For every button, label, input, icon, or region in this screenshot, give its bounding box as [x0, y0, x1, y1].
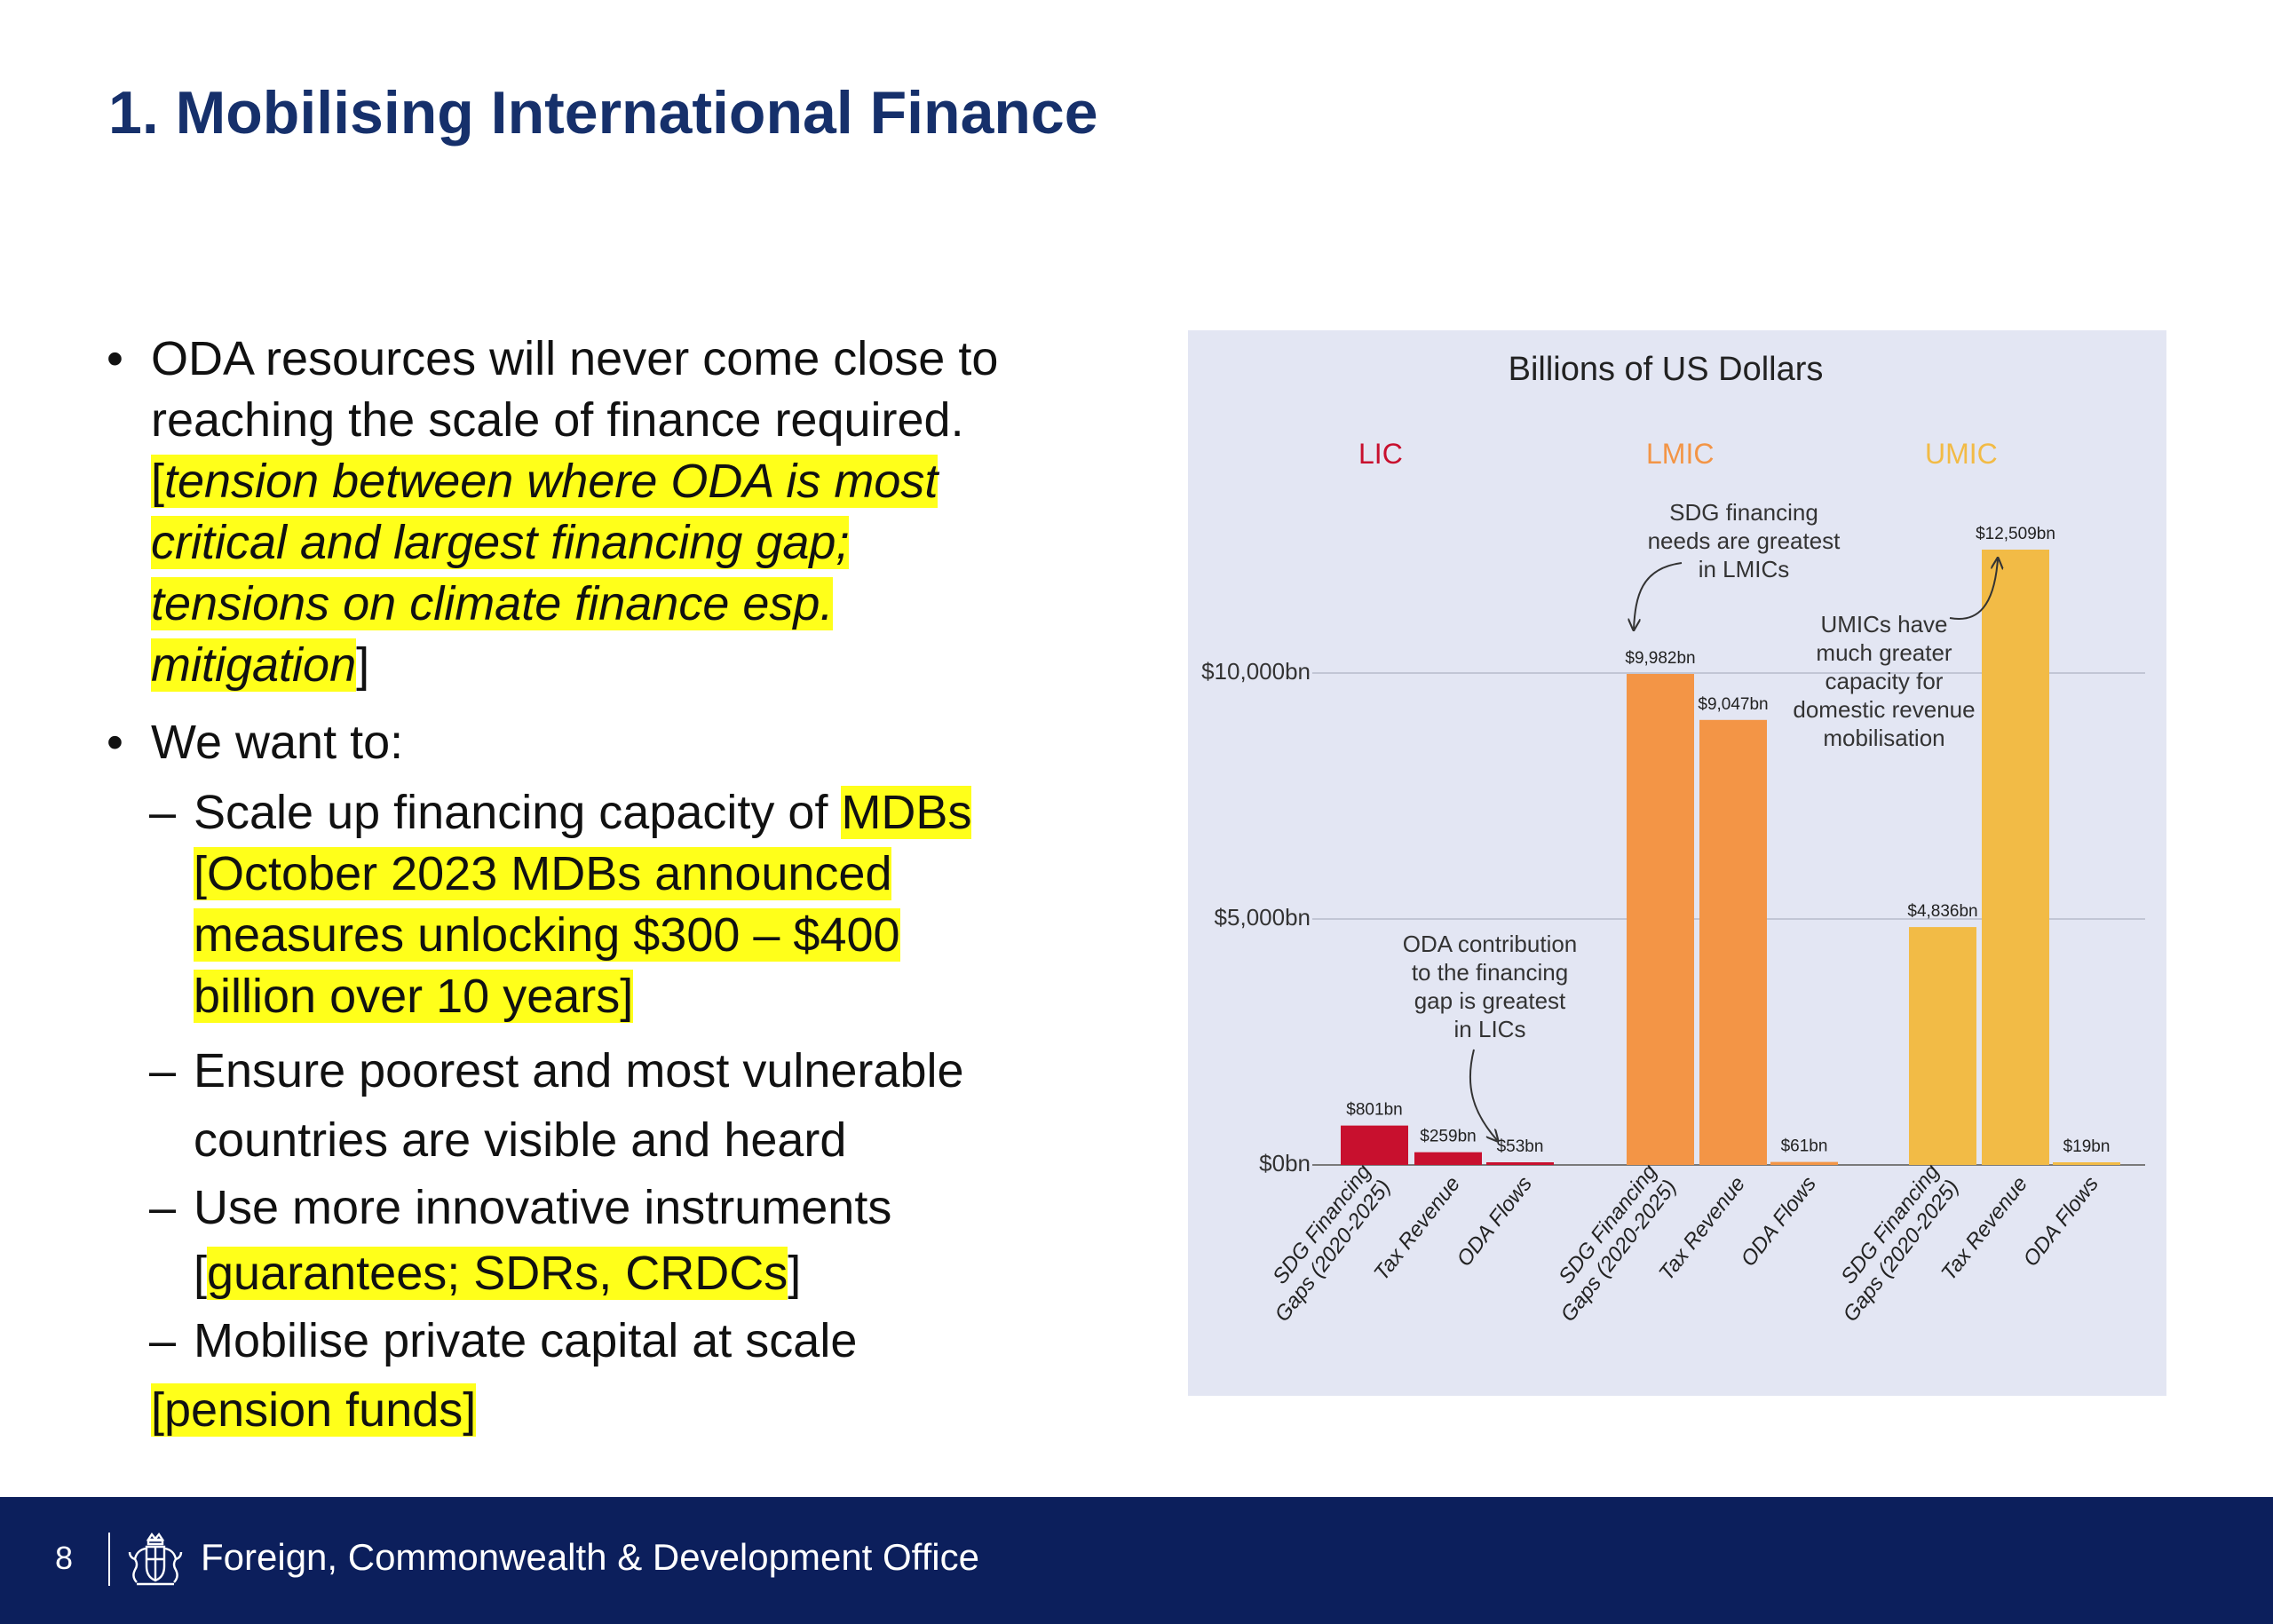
- y-tick-label: $5,000bn: [1215, 904, 1311, 931]
- annotation-line: domestic revenue: [1793, 696, 1975, 723]
- bullet-we-want-to: • We want to:: [105, 712, 1090, 773]
- bar: [1486, 1162, 1554, 1165]
- bar: [1909, 927, 1976, 1165]
- annotation-line: in LICs: [1454, 1016, 1526, 1042]
- group-label: UMIC: [1925, 438, 1998, 470]
- annotation-line: in LMICs: [1699, 556, 1790, 582]
- bar: [2053, 1162, 2120, 1165]
- dash-marker: –: [149, 1181, 177, 1234]
- highlight-mdbs: MDBs: [841, 786, 972, 839]
- bar: [1699, 719, 1767, 1165]
- annotation-line: mobilisation: [1823, 725, 1944, 751]
- bar-value-label: $9,982bn: [1625, 649, 1695, 668]
- annotation-text: UMICs have much greater capacity for domest…: [1793, 611, 1975, 751]
- page-number: 8: [55, 1540, 74, 1576]
- organisation-name: Foreign, Commonwealth & Development Offi…: [201, 1536, 979, 1578]
- bar-value-label: $53bn: [1497, 1137, 1544, 1156]
- annotation-text: ODA contribution to the financing gap is g…: [1403, 931, 1578, 1042]
- x-category-label: SDG FinancingGaps (2020-2025): [1250, 1160, 1396, 1327]
- sub-bullet-text: countries are visible and heard: [194, 1113, 847, 1167]
- dash-marker: –: [149, 786, 177, 839]
- x-category-label: SDG FinancingGaps (2020-2025): [1536, 1160, 1682, 1327]
- bullet-text: ODA resources will never come close to: [151, 332, 999, 385]
- bar-value-label: $801bn: [1346, 1101, 1402, 1120]
- highlight-note: [October 2023 MDBs announced: [194, 847, 892, 900]
- highlight-note: tensions on climate finance esp.: [151, 577, 834, 630]
- bar: [1414, 1152, 1482, 1165]
- open-bracket: [: [194, 1247, 208, 1300]
- sub-bullet-poorest-countries: – Ensure poorest and most vulnerable cou…: [105, 1036, 1090, 1175]
- bullet-text: We want to:: [151, 716, 404, 769]
- slide-body: • ODA resources will never come close to…: [105, 329, 1090, 1445]
- bullet-marker: •: [107, 716, 123, 769]
- bullet-text: reaching the scale of finance required.: [151, 393, 964, 447]
- highlight-note: tension between where ODA is most: [164, 455, 939, 508]
- highlight-pension-funds: [pension funds]: [151, 1383, 477, 1437]
- sub-bullet-text: Ensure poorest and most vulnerable: [194, 1044, 964, 1097]
- highlight-note: measures unlocking $300 – $400: [194, 908, 900, 962]
- bar: [1982, 550, 2049, 1165]
- sub-bullet-innovative-instruments: – Use more innovative instruments [guara…: [105, 1175, 1090, 1306]
- bullet-marker: •: [107, 332, 123, 385]
- bar: [1341, 1125, 1408, 1165]
- sub-bullet-private-capital: – Mobilise private capital at scale: [105, 1306, 1090, 1375]
- bar-value-label: $9,047bn: [1698, 695, 1768, 714]
- bar: [1770, 1161, 1838, 1165]
- highlight-note: mitigation: [151, 638, 357, 692]
- annotations: ODA contribution to the financing gap is g…: [1403, 499, 1998, 1140]
- highlight-open-bracket: [: [151, 455, 165, 508]
- annotation-arrow: [1949, 559, 1998, 620]
- annotation-line: SDG financing: [1669, 499, 1818, 526]
- chart-title: Billions of US Dollars: [1509, 351, 1824, 388]
- annotation-arrow: [1469, 1049, 1497, 1140]
- group-label: LIC: [1358, 438, 1403, 470]
- chart-panel: Billions of US Dollars $0bn $5,000bn $10,0…: [1188, 330, 2166, 1396]
- annotation-line: needs are greatest: [1648, 527, 1841, 554]
- bar-value-label: $259bn: [1420, 1128, 1476, 1146]
- slide-title: 1. Mobilising International Finance: [108, 79, 1098, 147]
- close-bracket: ]: [356, 638, 370, 692]
- dash-marker: –: [149, 1314, 177, 1367]
- group-label: LMIC: [1646, 438, 1714, 470]
- highlight-instruments: guarantees; SDRs, CRDCs: [207, 1247, 788, 1300]
- sub-bullet-text: Mobilise private capital at scale: [194, 1314, 858, 1367]
- annotation-text: SDG financing needs are greatest in LMICs: [1648, 499, 1841, 582]
- highlight-note: billion over 10 years]: [194, 970, 634, 1023]
- annotation-line: gap is greatest: [1414, 987, 1566, 1014]
- y-tick-label: $0bn: [1259, 1150, 1311, 1176]
- bar-value-label: $19bn: [2063, 1137, 2111, 1156]
- financing-bar-chart: Billions of US Dollars $0bn $5,000bn $10,0…: [1201, 351, 2145, 1327]
- sub-bullet-mdbs: – Scale up financing capacity of MDBs [O…: [105, 782, 1090, 1027]
- dash-marker: –: [149, 1044, 177, 1097]
- footer-divider: [108, 1533, 110, 1586]
- highlight-note: critical and largest financing gap;: [151, 516, 850, 569]
- bars: $801bn SDG FinancingGaps (2020-2025) $259b…: [1250, 525, 2120, 1327]
- bar-value-label: $61bn: [1781, 1137, 1828, 1156]
- annotation-arrow: [1634, 562, 1683, 629]
- sub-bullet-text: Use more innovative instruments: [194, 1181, 892, 1234]
- pension-funds-line: [pension funds]: [105, 1375, 1090, 1445]
- group-labels: LIC LMIC UMIC: [1358, 438, 1998, 470]
- annotation-line: UMICs have: [1820, 611, 1947, 638]
- sub-bullet-text: Scale up financing capacity of: [194, 786, 842, 839]
- bar-value-label: $4,836bn: [1907, 902, 1977, 921]
- bar: [1627, 673, 1694, 1165]
- bullet-oda-resources: • ODA resources will never come close to…: [105, 329, 1090, 696]
- close-bracket: ]: [788, 1247, 802, 1300]
- annotation-line: capacity for: [1826, 668, 1944, 694]
- bar-value-label: $12,509bn: [1976, 525, 2055, 543]
- annotation-line: to the financing: [1412, 959, 1568, 986]
- y-tick-label: $10,000bn: [1201, 658, 1311, 685]
- x-category-label: SDG FinancingGaps (2020-2025): [1818, 1160, 1964, 1327]
- annotation-line: much greater: [1816, 639, 1952, 666]
- footer-bar: 8 Foreign, Commonwealth & Development Of…: [0, 1497, 2273, 1624]
- royal-crest-icon: [128, 1532, 183, 1586]
- annotation-line: ODA contribution: [1403, 931, 1578, 957]
